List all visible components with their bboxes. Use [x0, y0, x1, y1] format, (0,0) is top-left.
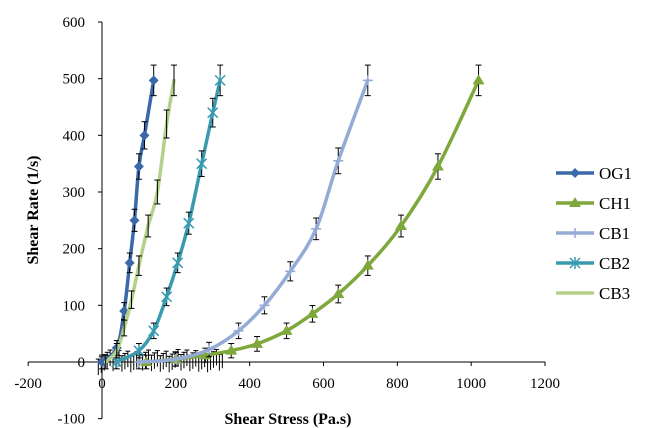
data-point: [214, 74, 226, 87]
data-point: [133, 357, 144, 367]
x-tick-label: 0: [98, 376, 106, 392]
y-tick-label: -100: [58, 412, 86, 428]
data-point: [395, 220, 408, 230]
x-tick-label: 400: [238, 376, 261, 392]
data-point: [148, 75, 159, 86]
series-cb3: [102, 64, 177, 370]
legend-label: CB1: [599, 224, 630, 243]
legend-item-og1: OG1: [556, 164, 632, 183]
legend-item-cb3: CB3: [556, 284, 630, 303]
data-point: [306, 307, 319, 318]
data-point: [362, 75, 373, 86]
data-point: [361, 259, 374, 270]
data-point: [569, 197, 581, 207]
data-point: [97, 357, 107, 367]
data-point: [204, 344, 215, 355]
y-tick-label: 500: [63, 72, 86, 88]
data-point: [148, 324, 160, 337]
data-point: [170, 354, 181, 365]
data-point: [225, 344, 238, 355]
data-point: [472, 74, 485, 85]
data-point: [133, 161, 144, 172]
data-point: [161, 290, 173, 303]
series-line: [103, 78, 176, 364]
x-tick-label: 1200: [530, 376, 560, 392]
series-line: [137, 78, 370, 364]
legend-item-cb2: CB2: [556, 254, 630, 273]
data-point: [172, 256, 184, 269]
x-tick-label: 800: [386, 376, 409, 392]
y-tick-label: 300: [63, 185, 86, 201]
data-point: [124, 257, 135, 268]
data-point: [570, 228, 580, 238]
series-layer: [95, 64, 485, 376]
series-cb2: [111, 64, 226, 370]
data-point: [332, 288, 345, 298]
data-point: [570, 168, 580, 178]
y-tick-label: 400: [63, 128, 86, 144]
series-cb1: [133, 64, 373, 370]
x-tick-label: 600: [312, 376, 335, 392]
legend-item-cb1: CB1: [556, 224, 630, 243]
y-axis-title: Shear Rate (1/s): [25, 155, 42, 264]
y-tick-label: 600: [63, 15, 86, 31]
y-tick-label: 200: [63, 242, 86, 258]
y-tick-label: 0: [78, 355, 86, 371]
x-tick-label: 1000: [456, 376, 486, 392]
data-point: [196, 157, 208, 170]
data-point: [311, 223, 322, 234]
data-point: [259, 300, 270, 311]
data-point: [133, 344, 145, 357]
data-point: [280, 324, 293, 335]
data-point: [129, 215, 140, 226]
x-tick-label: 200: [165, 376, 188, 392]
data-point: [431, 160, 444, 171]
x-axis-title: Shear Stress (Pa.s): [225, 411, 352, 428]
axes-group: -100 0 100 200 300 400 500 600 -200 0 200 400 600 800…: [14, 15, 560, 428]
data-point: [183, 217, 195, 230]
data-point: [139, 130, 150, 141]
legend-item-ch1: CH1: [556, 194, 631, 213]
data-point: [569, 257, 581, 269]
legend-label: CH1: [599, 194, 631, 213]
legend-label: OG1: [599, 164, 632, 183]
y-tick-label: 100: [63, 298, 86, 314]
legend: OG1 CH1 CB1 CB2 CB3: [556, 164, 632, 303]
data-point: [285, 266, 296, 277]
data-point: [233, 325, 244, 336]
data-point: [333, 155, 344, 166]
data-point: [251, 337, 264, 348]
legend-label: CB2: [599, 254, 630, 273]
x-tick-label: -200: [14, 376, 42, 392]
data-point: [207, 106, 219, 119]
legend-label: CB3: [599, 284, 630, 303]
